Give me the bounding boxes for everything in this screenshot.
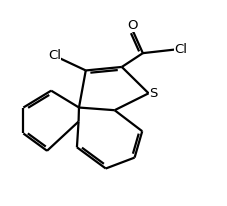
Text: S: S (149, 87, 157, 100)
Text: Cl: Cl (47, 48, 60, 62)
Text: Cl: Cl (174, 43, 187, 56)
Text: O: O (126, 19, 137, 32)
